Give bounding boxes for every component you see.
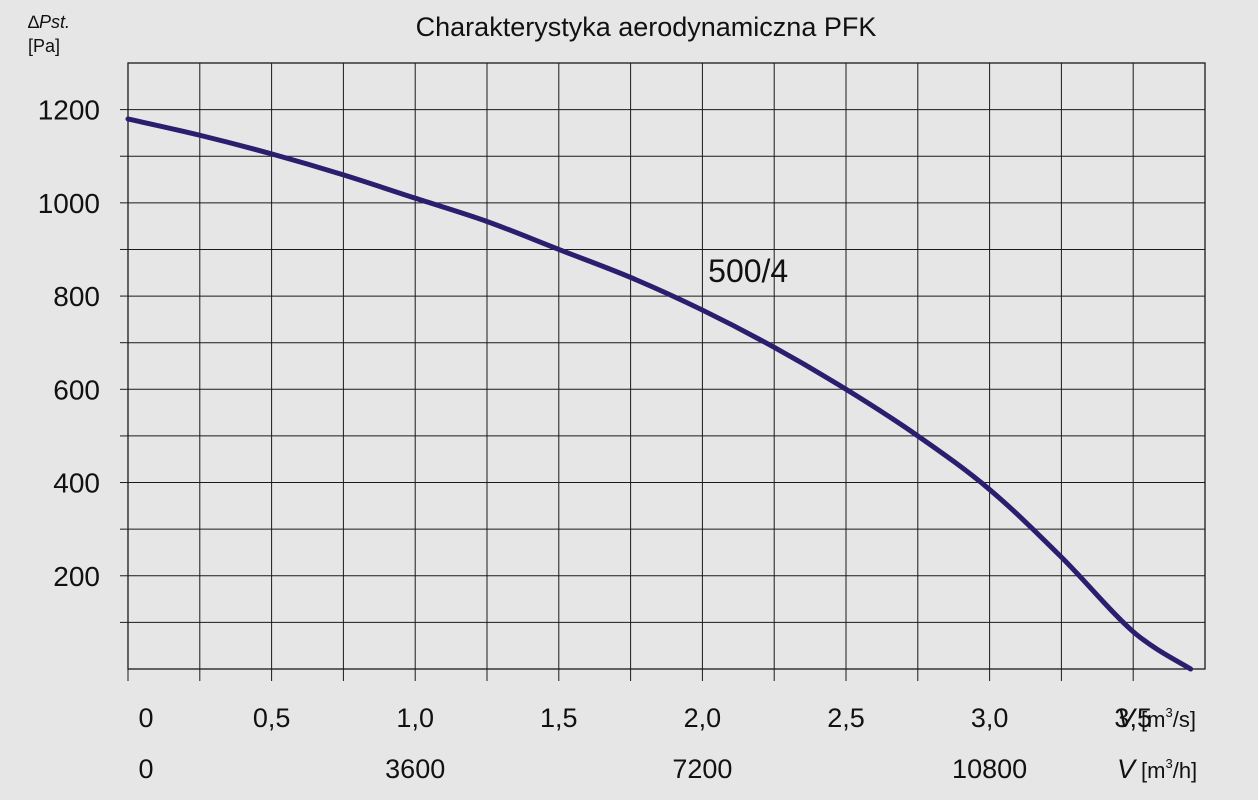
y-tick-label: 800 bbox=[53, 281, 100, 312]
y-tick-label: 1000 bbox=[38, 188, 100, 219]
x-tick-label: 1,5 bbox=[540, 703, 578, 733]
series-label: 500/4 bbox=[708, 253, 788, 289]
x-tick-label-secondary: 0 bbox=[138, 754, 153, 784]
y-axis-label: ∆Pst. bbox=[28, 12, 70, 32]
x-axis-primary-unit-pre: [m bbox=[1141, 707, 1165, 732]
plot-frame bbox=[127, 62, 1206, 670]
x-axis-secondary-unit-pre: [m bbox=[1141, 758, 1165, 783]
series-line-500-4 bbox=[125, 116, 1194, 672]
x-tick-label: 0,5 bbox=[253, 703, 291, 733]
x-tick-label: 3,0 bbox=[971, 703, 1009, 733]
x-tick-label-secondary: 7200 bbox=[672, 754, 732, 784]
x-axis-secondary-unit-sup: 3 bbox=[1165, 756, 1172, 771]
x-tick-label: 3,5 bbox=[1114, 703, 1152, 733]
x-tick-label: 1,0 bbox=[396, 703, 434, 733]
grid bbox=[120, 62, 1206, 681]
x-axis-label-primary: V [m3/s] bbox=[1117, 703, 1196, 733]
labels: Charakterystyka aerodynamiczna PFK ∆Pst.… bbox=[28, 12, 1197, 784]
x-tick-label: 2,0 bbox=[684, 703, 722, 733]
y-axis-unit: [Pa] bbox=[28, 36, 60, 56]
y-tick-label: 600 bbox=[53, 374, 100, 405]
y-tick-label: 200 bbox=[53, 561, 100, 592]
y-axis-symbol: ∆ bbox=[28, 12, 39, 32]
y-tick-label: 1200 bbox=[38, 95, 100, 126]
x-axis-primary-unit-sup: 3 bbox=[1165, 705, 1172, 720]
x-tick-label: 2,5 bbox=[827, 703, 865, 733]
y-tick-label: 400 bbox=[53, 468, 100, 499]
x-tick-label-secondary: 10800 bbox=[952, 754, 1027, 784]
y-axis-name: Pst. bbox=[39, 12, 70, 32]
x-tick-label-secondary: 3600 bbox=[385, 754, 445, 784]
x-axis-primary-symbol: V bbox=[1117, 703, 1138, 733]
chart-title: Charakterystyka aerodynamiczna PFK bbox=[416, 12, 877, 42]
x-axis-label-secondary: V [m3/h] bbox=[1117, 754, 1197, 784]
x-axis-secondary-symbol: V bbox=[1117, 754, 1138, 784]
x-axis-primary-unit-post: /s] bbox=[1173, 707, 1196, 732]
series-layer bbox=[125, 116, 1194, 672]
x-axis-secondary-unit-post: /h] bbox=[1173, 758, 1197, 783]
x-tick-label: 0 bbox=[138, 703, 153, 733]
